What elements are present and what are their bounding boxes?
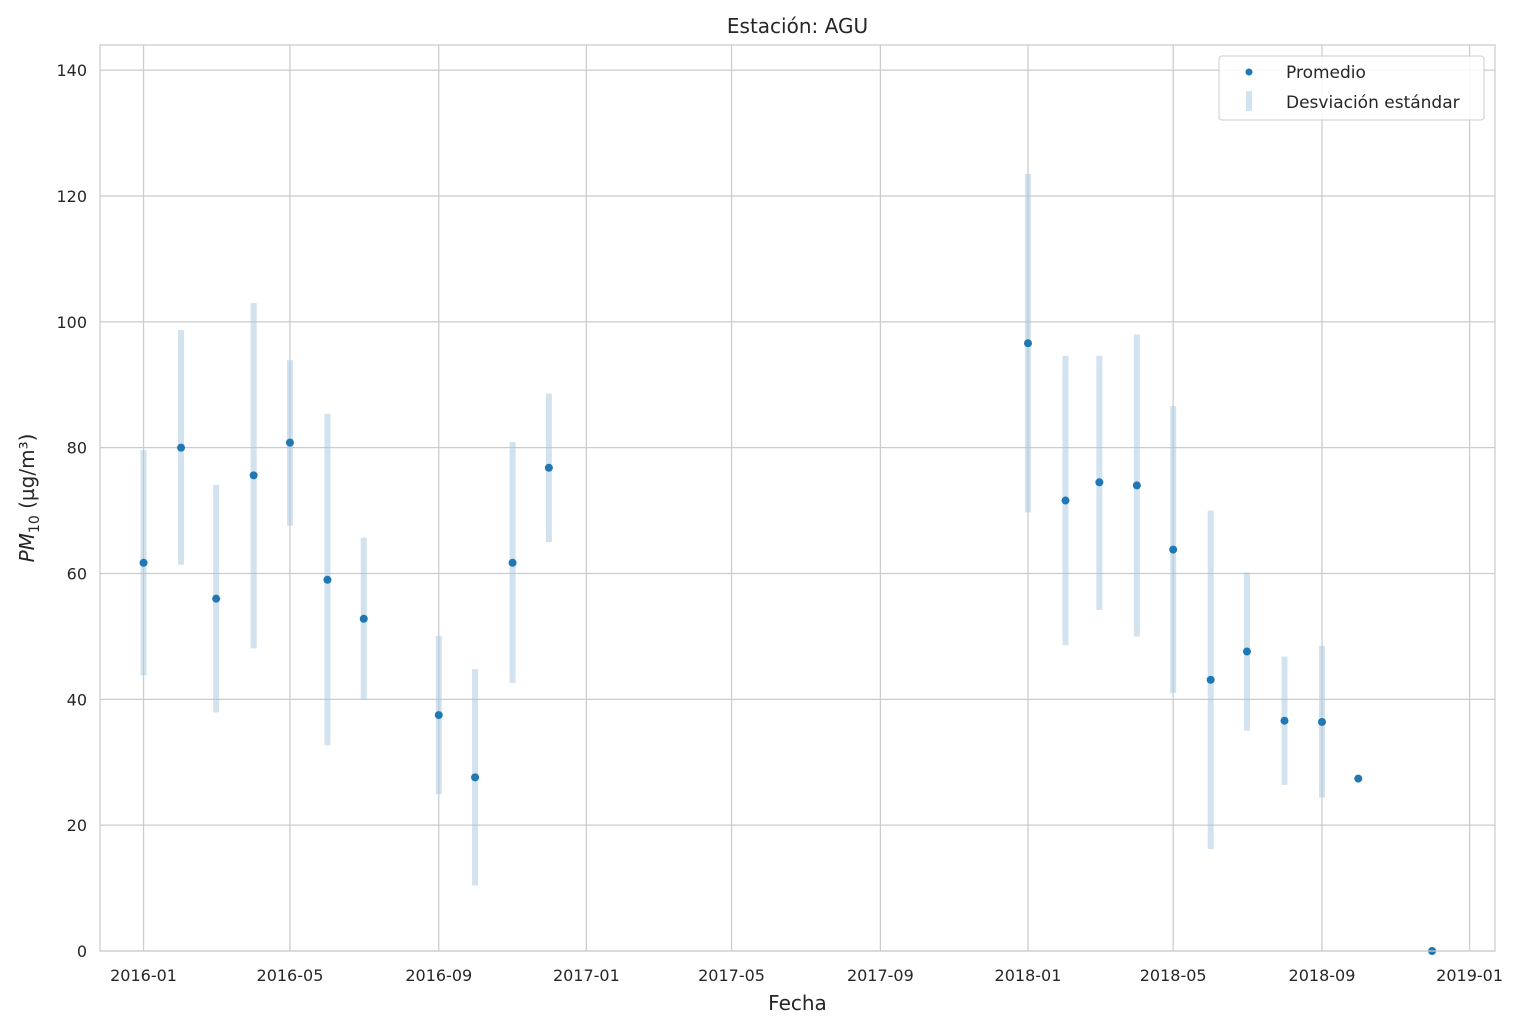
chart-title: Estación: AGU [727, 14, 868, 38]
mean-point [1354, 774, 1363, 783]
y-tick-label: 140 [56, 61, 87, 80]
y-tick-label: 80 [67, 439, 87, 458]
mean-point [1317, 717, 1326, 726]
y-tick-label: 120 [56, 187, 87, 206]
mean-point [508, 558, 517, 567]
mean-point [1061, 496, 1070, 505]
legend: Promedio Desviación estándar [1218, 55, 1485, 121]
y-tick-label: 0 [77, 942, 87, 961]
x-tick-label: 2017-09 [847, 966, 914, 985]
x-tick-label: 2019-01 [1436, 966, 1503, 985]
mean-point [177, 443, 186, 452]
y-tick-labels: 0 20 40 60 80 100 120 140 [56, 61, 87, 961]
legend-marker-promedio [1245, 68, 1253, 76]
mean-point [544, 463, 553, 472]
x-axis-title: Fecha [768, 991, 827, 1015]
y-axis-title: PM10 (µg/m³) [15, 434, 43, 563]
x-tick-label: 2018-05 [1140, 966, 1207, 985]
mean-point [139, 558, 148, 567]
y-tick-label: 20 [67, 816, 87, 835]
x-tick-label: 2018-09 [1289, 966, 1356, 985]
legend-box [1218, 55, 1485, 121]
mean-points [139, 339, 1437, 955]
legend-marker-desviacion [1246, 91, 1252, 111]
mean-point [471, 773, 480, 782]
x-tick-label: 2018-01 [995, 966, 1062, 985]
y-axis-title-sub: 10 [27, 515, 43, 533]
x-tick-label: 2017-01 [553, 966, 620, 985]
mean-point [1242, 647, 1251, 656]
mean-point [249, 471, 258, 480]
mean-point [323, 575, 332, 584]
y-tick-label: 100 [56, 313, 87, 332]
mean-point [434, 711, 443, 720]
mean-point [1095, 478, 1104, 487]
x-tick-label: 2016-05 [257, 966, 324, 985]
mean-point [1023, 339, 1032, 348]
mean-point [1169, 545, 1178, 554]
x-tick-label: 2016-09 [405, 966, 472, 985]
legend-label-promedio: Promedio [1286, 63, 1366, 83]
mean-point [359, 614, 368, 623]
x-tick-label: 2017-05 [698, 966, 765, 985]
mean-point [1280, 716, 1289, 725]
x-tick-labels: 2016-01 2016-05 2016-09 2017-01 2017-05 2017-… [110, 966, 1503, 985]
y-tick-label: 60 [67, 565, 87, 584]
plot-frame [99, 44, 1496, 952]
legend-label-desviacion: Desviación estándar [1286, 93, 1460, 113]
mean-point [1132, 481, 1141, 490]
x-tick-label: 2016-01 [110, 966, 177, 985]
y-tick-label: 40 [67, 690, 87, 709]
mean-point [1206, 675, 1215, 684]
plot-area [100, 45, 1495, 951]
y-axis-title-main: PM [15, 533, 39, 562]
y-axis-title-unit: (µg/m³) [15, 434, 39, 516]
mean-point [285, 438, 294, 447]
mean-point [212, 594, 221, 603]
